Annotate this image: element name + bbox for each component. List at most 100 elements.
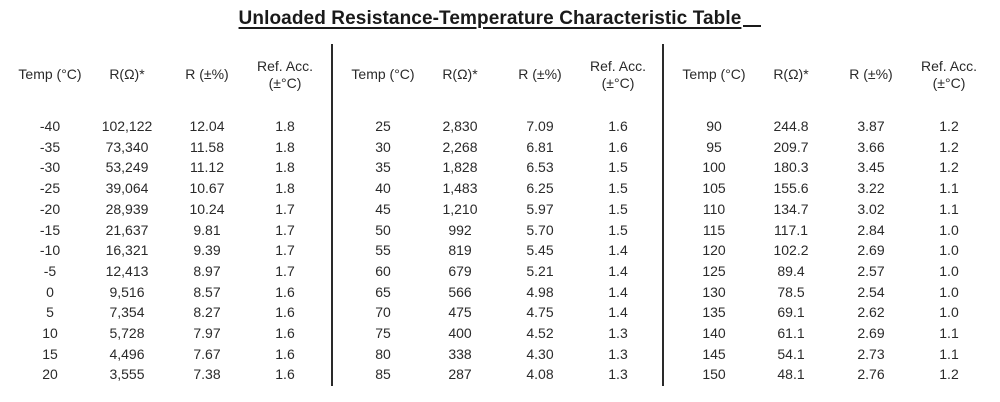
cell-resistance: 39,064 bbox=[105, 180, 149, 197]
cell-temp: 55 bbox=[375, 242, 391, 259]
cell-ref-accuracy: 1.7 bbox=[275, 262, 295, 279]
cell-resistance: 3,555 bbox=[109, 366, 145, 383]
cell-tolerance: 6.81 bbox=[526, 138, 554, 155]
cell-temp: 30 bbox=[375, 138, 391, 155]
cell-temp: 15 bbox=[42, 345, 58, 362]
cell-ref-accuracy: 1.3 bbox=[608, 325, 628, 341]
cell-resistance: 73,340 bbox=[105, 138, 149, 155]
cell-tolerance: 3.02 bbox=[857, 200, 885, 217]
cell-tolerance: 7.67 bbox=[193, 345, 221, 362]
cell-resistance: 117.1 bbox=[774, 221, 808, 238]
cell-tolerance: 4.98 bbox=[526, 283, 554, 300]
cell-ref-accuracy: 1.8 bbox=[275, 180, 295, 197]
cell-ref-accuracy: 1.2 bbox=[939, 159, 959, 176]
cell-resistance: 102.2 bbox=[773, 242, 809, 259]
cell-tolerance: 4.08 bbox=[526, 366, 554, 383]
cell-ref-accuracy: 1.0 bbox=[939, 262, 959, 279]
cell-ref-accuracy: 1.4 bbox=[608, 262, 628, 279]
cell-resistance: 338 bbox=[448, 345, 472, 362]
cell-resistance: 819 bbox=[448, 242, 472, 259]
cell-tolerance: 8.27 bbox=[193, 304, 221, 321]
cell-resistance: 1,828 bbox=[442, 159, 478, 176]
cell-temp: 135 bbox=[702, 304, 726, 321]
cell-ref-accuracy: 1.0 bbox=[939, 283, 959, 300]
cell-temp: 40 bbox=[375, 180, 391, 197]
header-resistance: R(Ω)* bbox=[442, 66, 478, 82]
cell-temp: 125 bbox=[702, 262, 726, 279]
cell-tolerance: 5.45 bbox=[526, 242, 554, 259]
header-ref-accuracy-line1: Ref. Acc. bbox=[920, 58, 978, 74]
cell-resistance: 9,516 bbox=[109, 283, 145, 300]
cell-resistance: 78.5 bbox=[777, 283, 805, 300]
cell-temp: 0 bbox=[46, 283, 54, 300]
cell-resistance: 5,728 bbox=[109, 325, 145, 341]
cell-resistance: 21,637 bbox=[105, 221, 149, 238]
cell-ref-accuracy: 1.2 bbox=[939, 138, 959, 155]
cell-tolerance: 4.52 bbox=[526, 325, 554, 341]
cell-resistance: 12,413 bbox=[105, 262, 149, 279]
cell-temp: 105 bbox=[702, 180, 726, 197]
cell-ref-accuracy: 1.1 bbox=[939, 325, 959, 341]
cell-ref-accuracy: 1.7 bbox=[275, 242, 295, 259]
cell-temp: 120 bbox=[702, 242, 726, 259]
cell-tolerance: 11.58 bbox=[190, 138, 224, 155]
cell-tolerance: 4.30 bbox=[526, 345, 554, 362]
cell-temp: 50 bbox=[375, 221, 391, 238]
cell-ref-accuracy: 1.5 bbox=[608, 200, 628, 217]
cell-tolerance: 2.57 bbox=[857, 262, 885, 279]
cell-ref-accuracy: 1.0 bbox=[939, 242, 959, 259]
cell-resistance: 54.1 bbox=[777, 345, 805, 362]
cell-resistance: 7,354 bbox=[109, 304, 145, 321]
cell-ref-accuracy: 1.0 bbox=[939, 304, 959, 321]
cell-ref-accuracy: 1.8 bbox=[275, 159, 295, 176]
column-divider-2 bbox=[662, 44, 664, 386]
header-ref-accuracy-line2: (±°C) bbox=[268, 75, 302, 91]
cell-temp: 45 bbox=[375, 200, 391, 217]
cell-resistance: 89.4 bbox=[777, 262, 805, 279]
cell-ref-accuracy: 1.3 bbox=[608, 345, 628, 362]
cell-tolerance: 3.22 bbox=[857, 180, 885, 197]
cell-resistance: 2,268 bbox=[442, 138, 478, 155]
cell-ref-accuracy: 1.2 bbox=[939, 366, 959, 383]
cell-temp: -30 bbox=[39, 159, 61, 176]
header-temp: Temp (°C) bbox=[682, 66, 746, 82]
cell-resistance: 209.7 bbox=[773, 138, 809, 155]
cell-tolerance: 12.04 bbox=[189, 118, 225, 134]
cell-temp: -10 bbox=[39, 242, 61, 259]
cell-temp: 110 bbox=[702, 200, 726, 217]
cell-temp: 75 bbox=[375, 325, 391, 341]
cell-ref-accuracy: 1.8 bbox=[275, 138, 295, 155]
cell-ref-accuracy: 1.5 bbox=[608, 221, 628, 238]
table-title: Unloaded Resistance-Temperature Characte… bbox=[0, 8, 1000, 30]
cell-resistance: 400 bbox=[448, 325, 472, 341]
header-temp: Temp (°C) bbox=[351, 66, 415, 82]
header-temp: Temp (°C) bbox=[18, 66, 82, 82]
header-tolerance: R (±%) bbox=[185, 66, 229, 82]
cell-temp: 10 bbox=[42, 325, 58, 341]
cell-temp: 100 bbox=[702, 159, 726, 176]
cell-temp: -20 bbox=[39, 200, 61, 217]
cell-tolerance: 3.45 bbox=[857, 159, 885, 176]
cell-tolerance: 6.25 bbox=[526, 180, 554, 197]
header-resistance: R(Ω)* bbox=[109, 66, 145, 82]
cell-temp: -35 bbox=[39, 138, 61, 155]
header-tolerance: R (±%) bbox=[518, 66, 562, 82]
cell-resistance: 48.1 bbox=[777, 366, 805, 383]
cell-temp: 65 bbox=[375, 283, 391, 300]
cell-tolerance: 2.62 bbox=[857, 304, 885, 321]
cell-ref-accuracy: 1.7 bbox=[275, 221, 295, 238]
cell-ref-accuracy: 1.1 bbox=[939, 180, 959, 197]
cell-temp: 35 bbox=[375, 159, 391, 176]
cell-resistance: 475 bbox=[448, 304, 472, 321]
cell-temp: -5 bbox=[43, 262, 57, 279]
cell-resistance: 566 bbox=[448, 283, 472, 300]
cell-resistance: 992 bbox=[448, 221, 472, 238]
cell-resistance: 102,122 bbox=[101, 118, 153, 134]
cell-ref-accuracy: 1.5 bbox=[608, 180, 628, 197]
cell-resistance: 180.3 bbox=[773, 159, 809, 176]
cell-ref-accuracy: 1.4 bbox=[608, 283, 628, 300]
cell-resistance: 53,249 bbox=[105, 159, 149, 176]
cell-temp: 140 bbox=[702, 325, 726, 341]
cell-ref-accuracy: 1.1 bbox=[939, 200, 959, 217]
cell-tolerance: 2.76 bbox=[857, 366, 885, 383]
